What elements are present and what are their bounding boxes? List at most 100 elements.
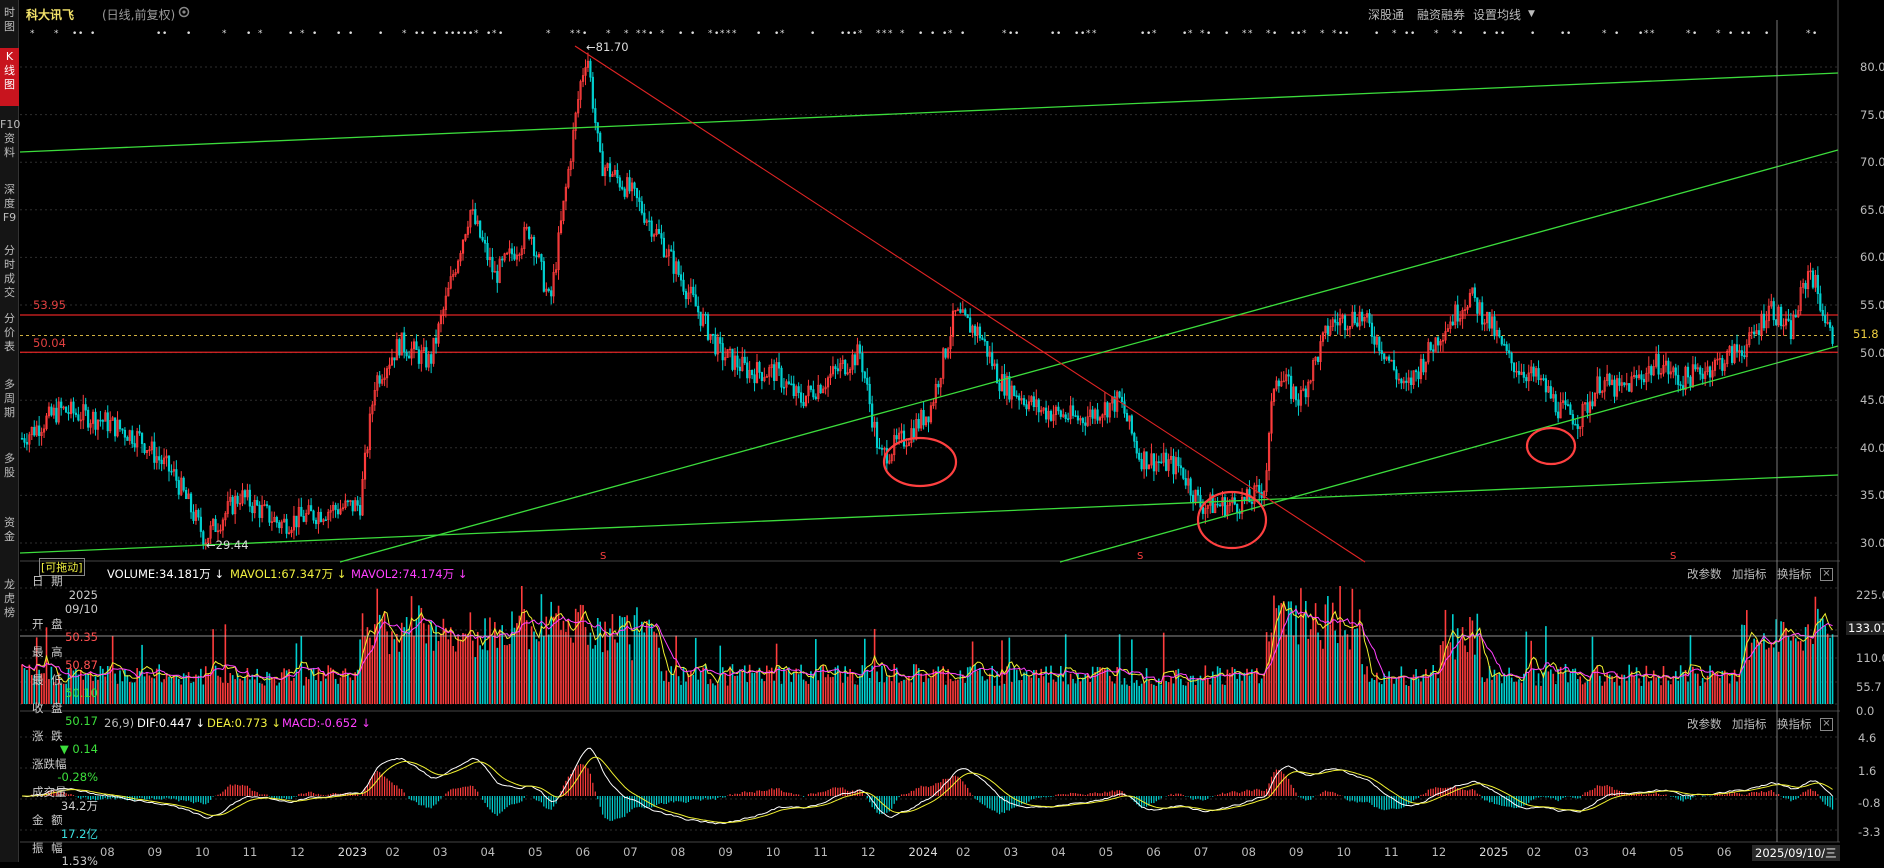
volume-bar (290, 680, 293, 704)
volume-bar (457, 636, 459, 704)
link-shenguotong[interactable]: 深股通 (1368, 8, 1405, 22)
volume-bar (1792, 635, 1795, 704)
candle-body (1165, 452, 1168, 471)
gear-icon[interactable] (177, 5, 191, 19)
candle-body (204, 542, 207, 545)
candle-body (268, 505, 271, 523)
candle-body (1821, 310, 1824, 316)
candle-body (1314, 356, 1317, 361)
volume-bar (866, 669, 869, 704)
volume-bar (1493, 669, 1496, 704)
volume-bar (94, 676, 97, 704)
candle-body (1241, 496, 1244, 514)
macd-tick: 1.6 (1858, 764, 1877, 778)
trend-line-lower (1059, 345, 1839, 563)
sidebar-tab-6[interactable]: 多 周 期 (4, 378, 15, 419)
volume-bar (1621, 674, 1623, 704)
volume-bar (1701, 677, 1704, 704)
candle-body (425, 347, 428, 368)
volume-bar (1721, 670, 1724, 704)
macd-add-indicator-button[interactable]: 加指标 (1732, 717, 1767, 731)
candle-body (1784, 318, 1788, 326)
candle-body (731, 348, 734, 370)
candle-body (824, 386, 827, 390)
info-high-label: 最 高 (32, 645, 65, 659)
link-margin-trading[interactable]: 融资融券 (1417, 8, 1466, 22)
candle-body (1045, 407, 1048, 420)
macd-switch-indicator-button[interactable]: 换指标 (1777, 717, 1812, 731)
candle-body (689, 286, 692, 294)
volume-bar (1790, 640, 1792, 704)
candle-body (628, 177, 631, 192)
volume-bar (1385, 679, 1388, 704)
volume-bar (1351, 588, 1354, 704)
candle-body (1586, 402, 1589, 413)
candle-body (596, 122, 599, 134)
volume-add-indicator-button[interactable]: 加指标 (1732, 567, 1767, 581)
volume-bar (1180, 678, 1182, 704)
candle-body (1388, 356, 1391, 361)
chevron-down-icon[interactable]: ▼ (1528, 9, 1535, 19)
sidebar-tab-7[interactable]: 多 股 (4, 452, 15, 479)
candle-body (109, 420, 112, 432)
candle-body (1329, 326, 1332, 335)
event-marker: * (576, 29, 581, 39)
sidebar-tab-4[interactable]: 分 时 成 交 (4, 244, 15, 299)
volume-bar (748, 664, 751, 704)
volume-bar (1072, 678, 1074, 704)
volume-bar (178, 678, 180, 704)
candle-body (1535, 368, 1538, 377)
volume-bar (1045, 666, 1047, 704)
sidebar-tab-5[interactable]: 分 价 表 (4, 312, 15, 353)
sidebar-tab-0[interactable]: 时 图 (4, 6, 15, 33)
macd-close-icon[interactable]: × (1820, 718, 1833, 731)
sidebar-tab-2[interactable]: F10 资 料 (0, 118, 21, 159)
volume-bar (80, 669, 82, 704)
volume-bar (1775, 619, 1777, 704)
candle-body (804, 395, 808, 407)
candle-body (383, 377, 386, 380)
candle-body (775, 362, 778, 381)
volume-bar (1025, 671, 1028, 704)
candle-body (981, 337, 984, 340)
volume-bar (1581, 684, 1584, 704)
info-open: 50.35 (65, 630, 98, 644)
candle-body (562, 200, 565, 221)
sidebar-tab-3[interactable]: 深 度 F9 (2, 183, 17, 224)
candle-body (1187, 478, 1190, 486)
volume-switch-indicator-button[interactable]: 换指标 (1777, 567, 1812, 581)
macd-edit-params-button[interactable]: 改参数 (1687, 717, 1722, 731)
volume-bar (1770, 642, 1773, 704)
volume-bar (1395, 678, 1398, 704)
candle-body (1787, 318, 1790, 321)
candle-body (584, 67, 587, 76)
event-marker: • (498, 29, 503, 39)
drag-label[interactable]: [可拖动] (39, 558, 85, 576)
candle-body (1267, 432, 1271, 471)
cursor-date: 2025/09/10/三 (1752, 845, 1840, 861)
volume-bar (756, 670, 758, 704)
event-marker: • (1050, 29, 1055, 39)
info-change: ▼ 0.14 (59, 742, 98, 756)
volume-close-icon[interactable]: × (1820, 568, 1833, 581)
sidebar-tab-8[interactable]: 资 金 (4, 516, 15, 543)
volume-bar (800, 664, 802, 704)
volume-edit-params-button[interactable]: 改参数 (1687, 567, 1722, 581)
sidebar-tab-1[interactable]: K 线 图 (0, 48, 19, 106)
sidebar-tab-9[interactable]: 龙 虎 榜 (4, 578, 15, 619)
volume-bar (1652, 670, 1655, 704)
volume-bar (351, 680, 354, 704)
candle-body (787, 381, 790, 385)
candle-body (572, 130, 575, 162)
link-ma-settings[interactable]: 设置均线 (1473, 8, 1522, 22)
volume-bar (1368, 681, 1371, 704)
candle-body (332, 504, 335, 511)
candle-body (346, 500, 349, 503)
candle-body (444, 295, 447, 310)
candle-body (591, 76, 594, 109)
candle-body (1510, 352, 1513, 364)
candle-body (755, 362, 759, 384)
candle-body (1013, 385, 1016, 397)
volume-bar (1469, 617, 1471, 704)
